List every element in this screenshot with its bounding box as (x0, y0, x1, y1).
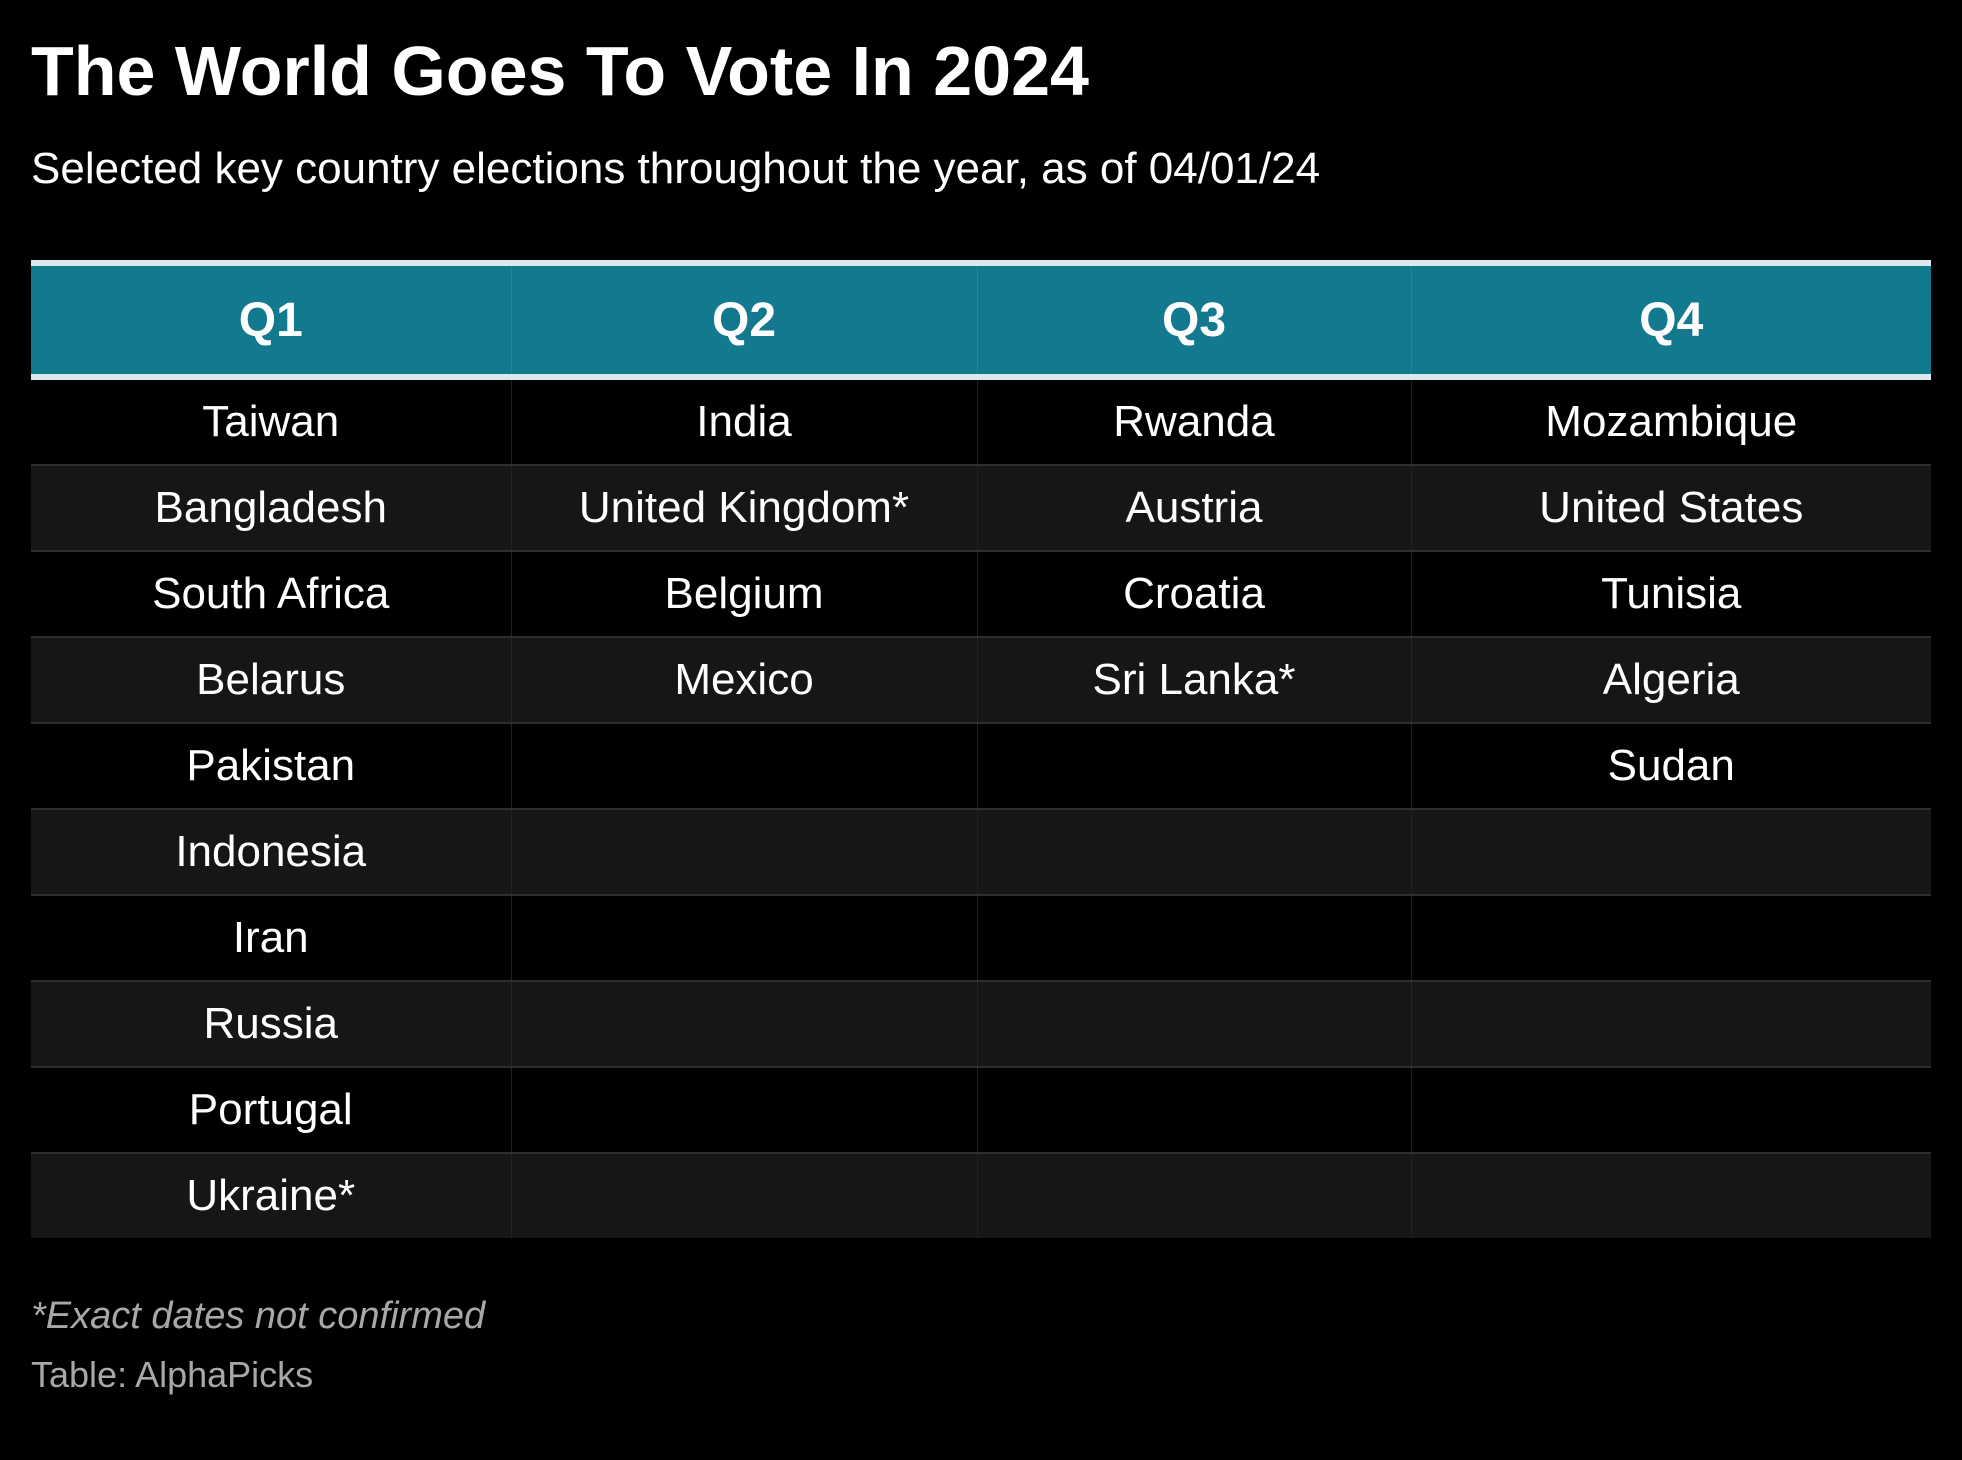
column-header-q4: Q4 (1410, 260, 1931, 380)
table-row: South Africa Belgium Croatia Tunisia (31, 551, 1931, 638)
table-cell: Belgium (510, 551, 977, 638)
table-cell: Ukraine* (31, 1153, 511, 1238)
page-title: The World Goes To Vote In 2024 (31, 32, 1089, 110)
column-header-q3: Q3 (976, 260, 1411, 380)
page-subtitle: Selected key country elections throughou… (31, 144, 1321, 193)
table-cell (510, 809, 977, 896)
table-cell: Sri Lanka* (976, 637, 1411, 724)
table-cell: United Kingdom* (510, 465, 977, 552)
table-cell (976, 1067, 1411, 1154)
table-cell (1410, 1153, 1931, 1238)
table-cell (510, 1153, 977, 1238)
table-cell (1410, 895, 1931, 982)
table-cell: Taiwan (31, 377, 511, 466)
table-cell: Austria (976, 465, 1411, 552)
table-header: Q1 Q2 Q3 Q4 (31, 260, 1931, 380)
table-row: Indonesia (31, 809, 1931, 896)
table-cell: United States (1410, 465, 1931, 552)
table-row: Ukraine* (31, 1153, 1931, 1238)
table-cell (1410, 809, 1931, 896)
table-cell: Mozambique (1410, 377, 1931, 466)
table-cell: India (510, 377, 977, 466)
table-cell: Algeria (1410, 637, 1931, 724)
table-cell: Belarus (31, 637, 511, 724)
table-cell (976, 895, 1411, 982)
table-cell (1410, 981, 1931, 1068)
table-cell: Iran (31, 895, 511, 982)
table-cell (510, 981, 977, 1068)
table-cell (510, 1067, 977, 1154)
table-cell (510, 895, 977, 982)
table-cell: Rwanda (976, 377, 1411, 466)
table-cell: Bangladesh (31, 465, 511, 552)
table-cell: South Africa (31, 551, 511, 638)
table-cell: Tunisia (1410, 551, 1931, 638)
table-cell (510, 723, 977, 810)
footnote: *Exact dates not confirmed (31, 1295, 486, 1337)
table-row: Portugal (31, 1067, 1931, 1154)
column-header-q2: Q2 (510, 260, 977, 380)
elections-table: Q1 Q2 Q3 Q4 Taiwan India Rwanda Mozambique B… (31, 260, 1931, 1238)
table-cell: Indonesia (31, 809, 511, 896)
table-cell (1410, 1067, 1931, 1154)
table-body: Taiwan India Rwanda Mozambique Bangladesh Uni… (31, 377, 1931, 1238)
table-cell (976, 809, 1411, 896)
table-row: Russia (31, 981, 1931, 1068)
elections-table-container: Q1 Q2 Q3 Q4 Taiwan India Rwanda Mozambique B… (31, 260, 1931, 1238)
table-cell (976, 723, 1411, 810)
table-row: Bangladesh United Kingdom* Austria United S… (31, 465, 1931, 552)
table-row: Pakistan Sudan (31, 723, 1931, 810)
header-row: Q1 Q2 Q3 Q4 (31, 260, 1931, 380)
table-cell: Portugal (31, 1067, 511, 1154)
table-cell (976, 981, 1411, 1068)
table-cell: Sudan (1410, 723, 1931, 810)
table-cell: Pakistan (31, 723, 511, 810)
table-row: Iran (31, 895, 1931, 982)
table-cell: Mexico (510, 637, 977, 724)
column-header-q1: Q1 (31, 260, 511, 380)
table-cell: Croatia (976, 551, 1411, 638)
source-credit: Table: AlphaPicks (31, 1354, 314, 1395)
table-row: Taiwan India Rwanda Mozambique (31, 377, 1931, 466)
table-row: Belarus Mexico Sri Lanka* Algeria (31, 637, 1931, 724)
table-cell: Russia (31, 981, 511, 1068)
table-cell (976, 1153, 1411, 1238)
